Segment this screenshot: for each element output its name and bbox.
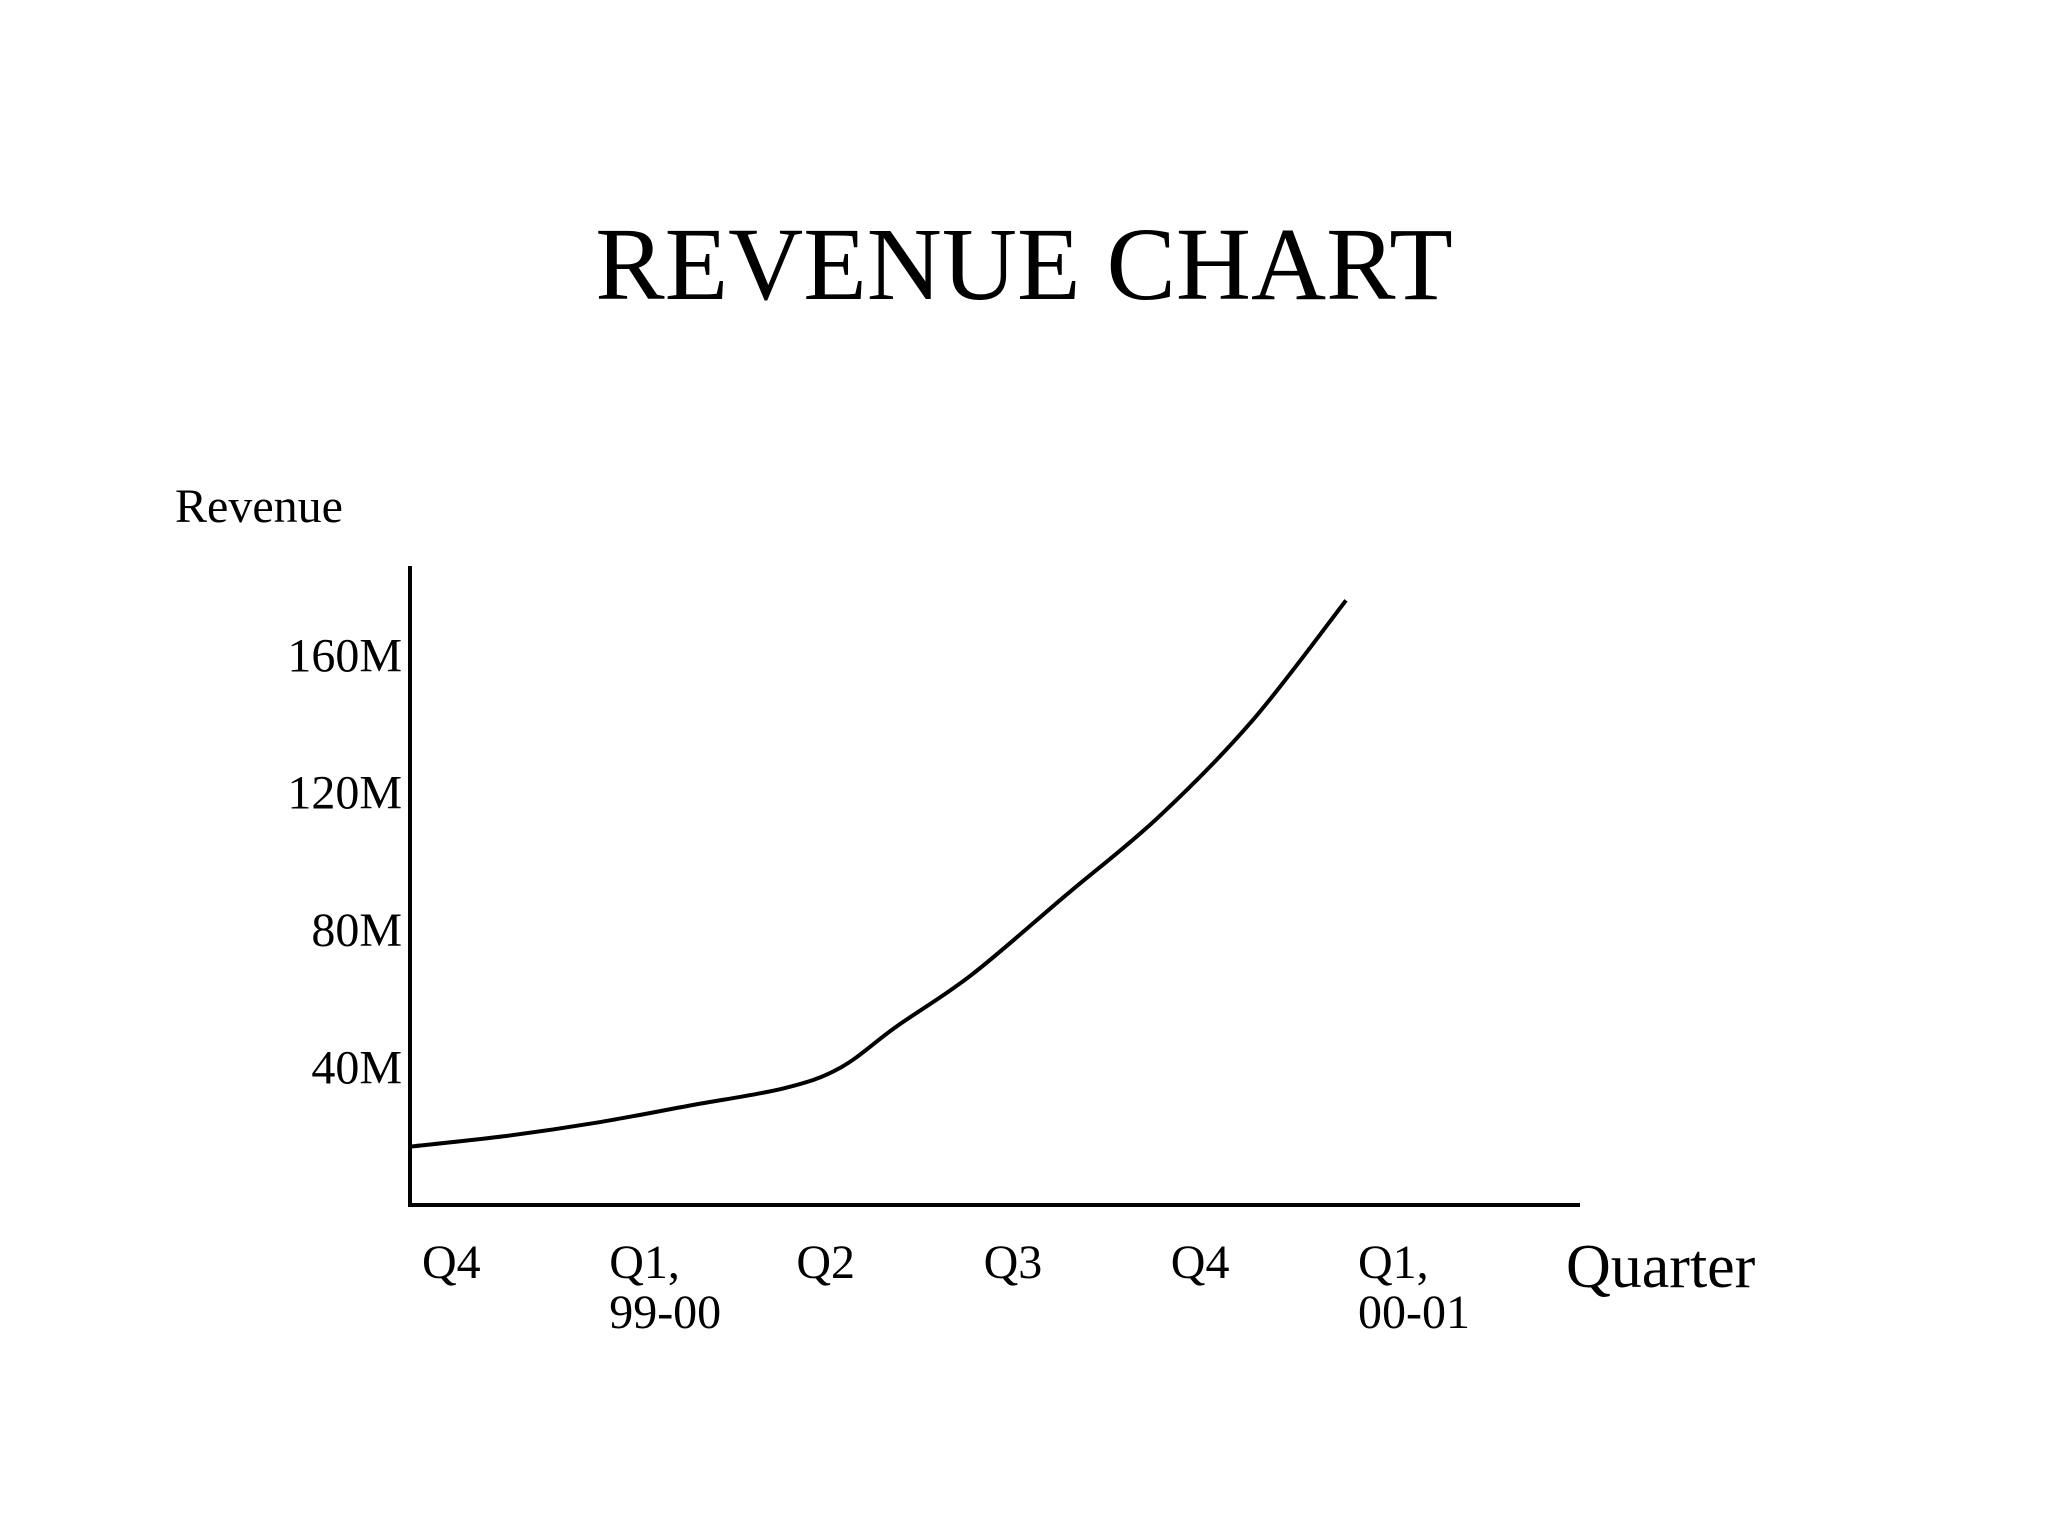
y-tick-labels: 40M 80M 120M 160M [287,629,402,1094]
y-tick-label-2: 120M [287,767,402,820]
axes [408,566,1580,1207]
x-tick-label-4: Q4 [1171,1236,1230,1289]
x-tick-label-0: Q4 [422,1236,481,1289]
x-tick-label-3: Q3 [984,1236,1043,1289]
chart-title: REVENUE CHART [595,207,1453,322]
y-tick-label-3: 160M [287,629,402,682]
x-tick-label-1: Q1, 99-00 [609,1236,721,1339]
x-tick-labels: Q4 Q1, 99-00 Q2 Q3 Q4 Q1, 00-01 [422,1236,1470,1339]
x-tick-label-2: Q2 [796,1236,855,1289]
y-tick-label-1: 80M [311,904,402,957]
y-axis-title: Revenue [175,480,343,533]
y-tick-label-0: 40M [311,1042,402,1095]
series-line-0 [409,599,1348,1149]
x-tick-label-5: Q1, 00-01 [1358,1236,1470,1339]
x-axis-title: Quarter [1566,1233,1756,1301]
series-layer [409,599,1348,1149]
